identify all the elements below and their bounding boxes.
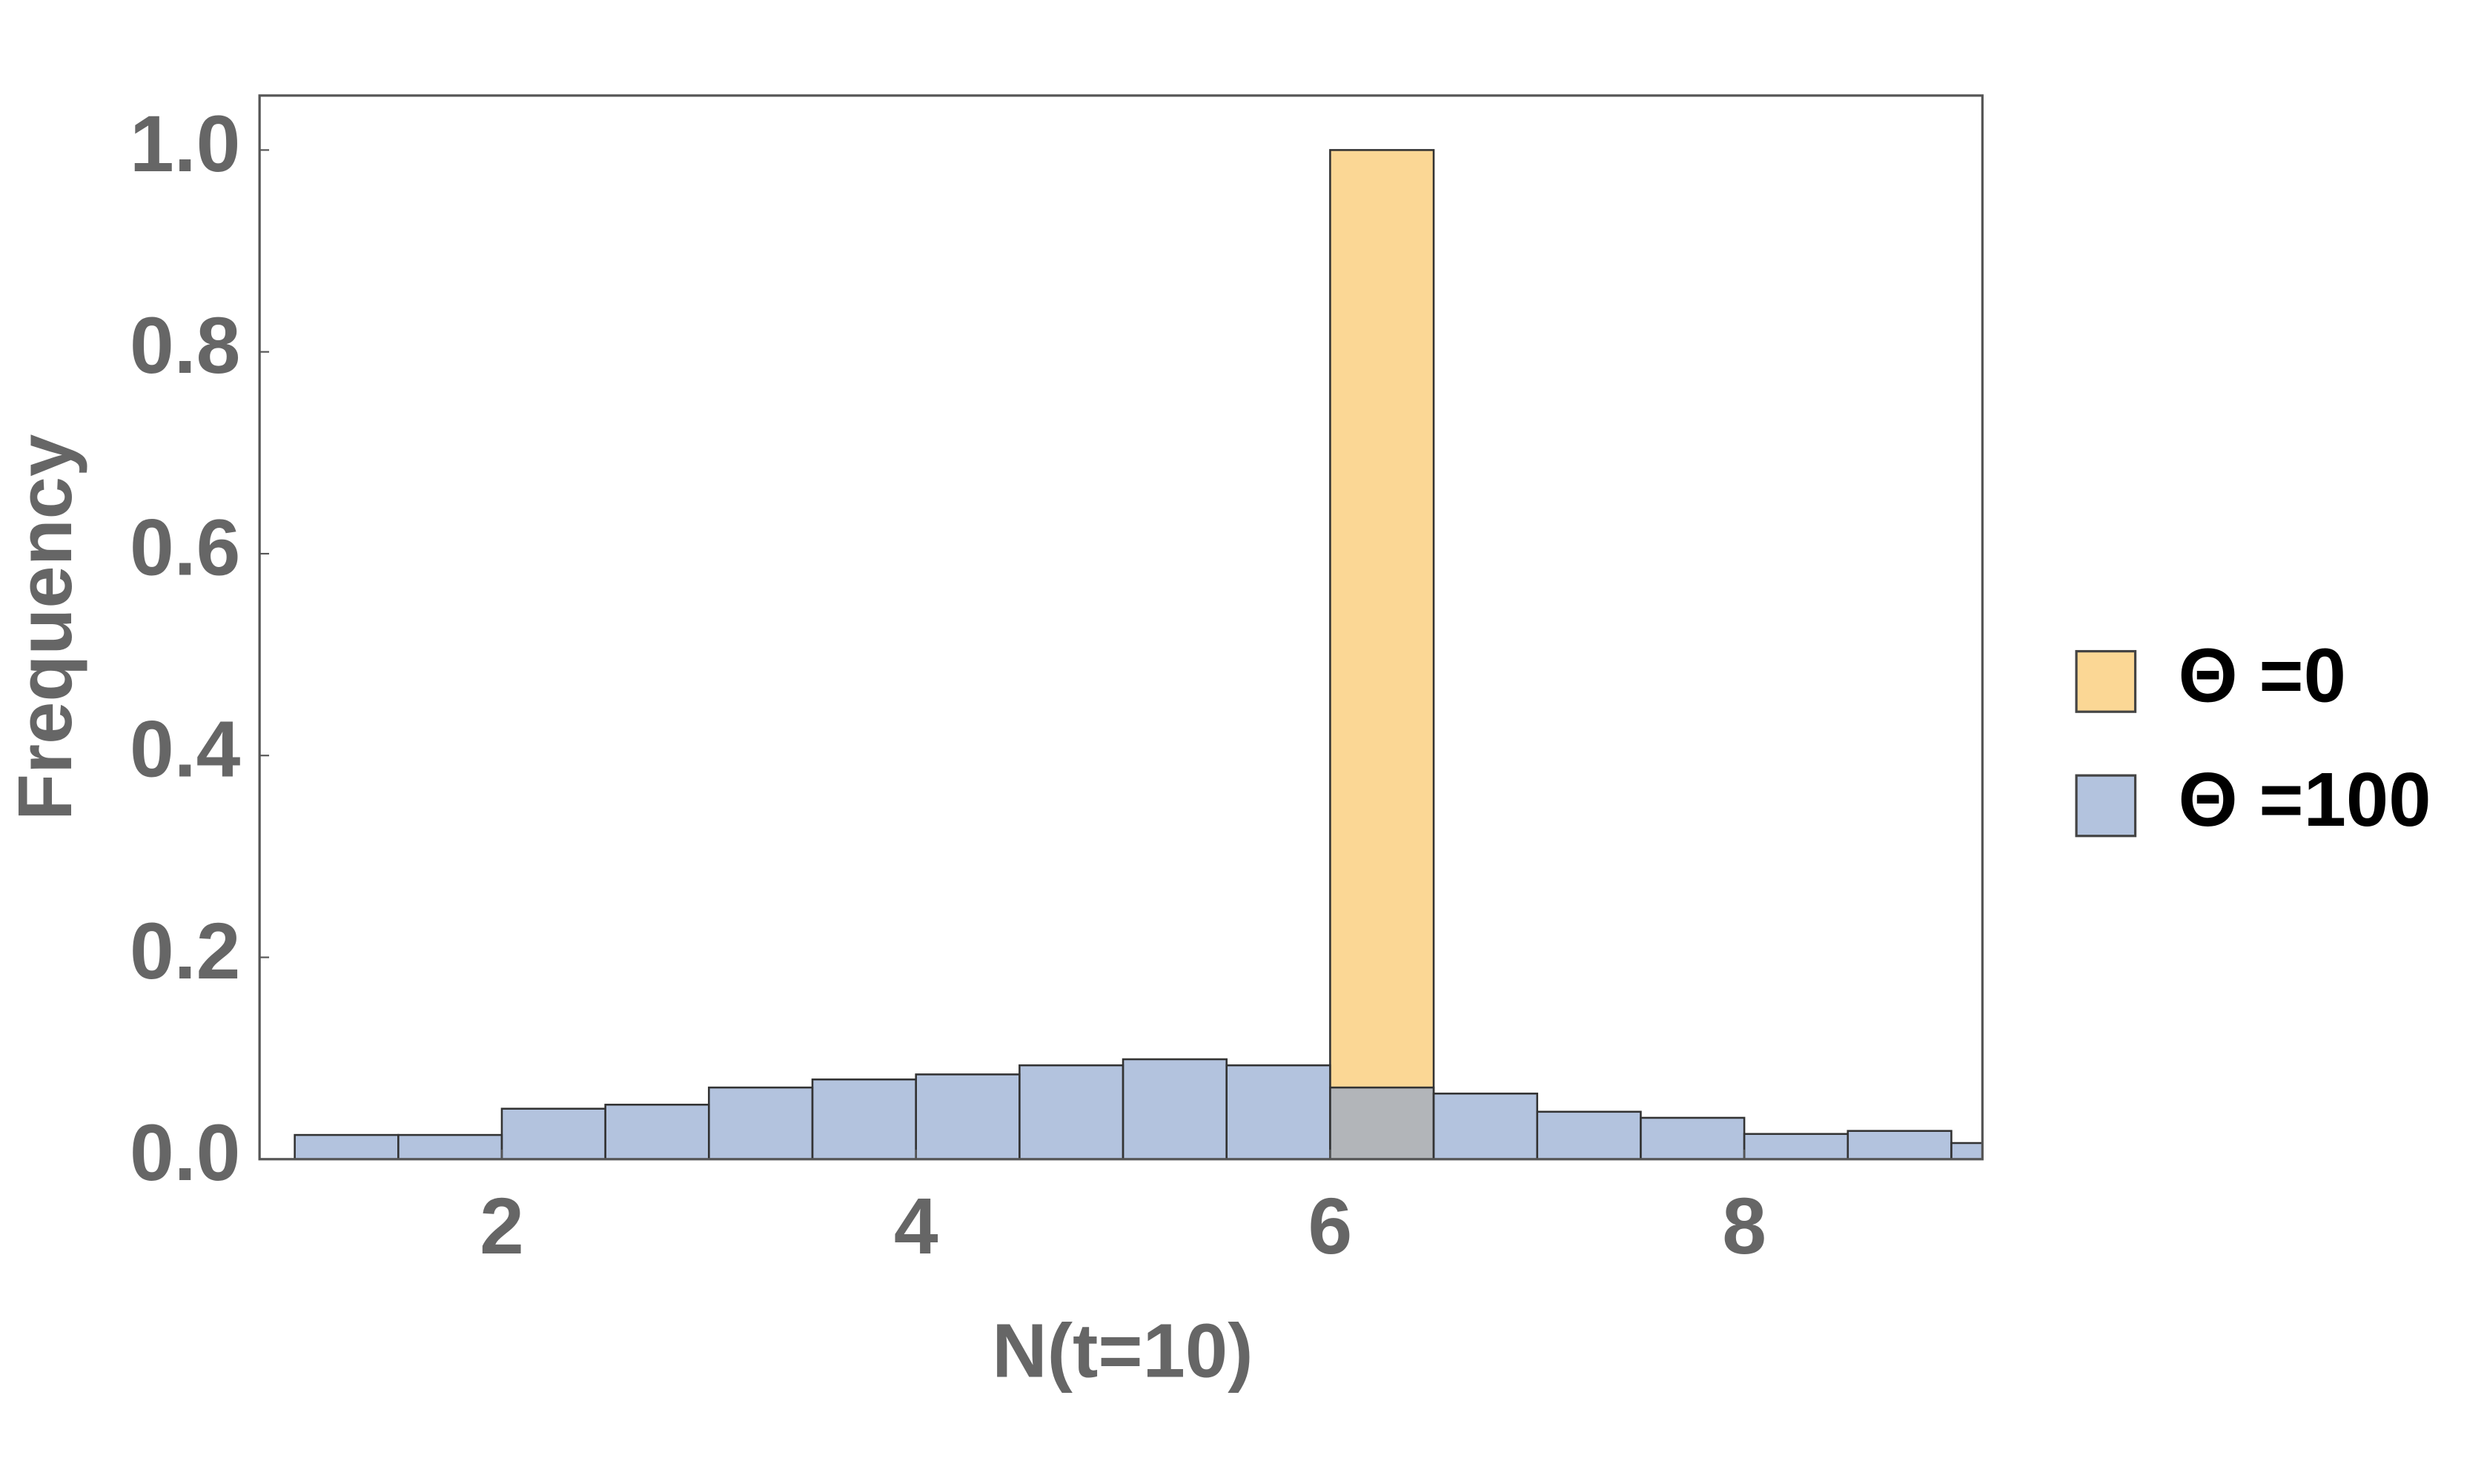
x-tick-label: 8 <box>1722 1182 1766 1271</box>
bar <box>1432 1093 1539 1159</box>
bar <box>811 1078 917 1159</box>
x-tick-label: 2 <box>480 1182 524 1271</box>
bar <box>397 1133 503 1159</box>
bar <box>1640 1116 1746 1159</box>
plot-area <box>294 149 1983 1159</box>
bar <box>1743 1133 1849 1159</box>
bar <box>604 1103 710 1159</box>
bar <box>1122 1058 1228 1159</box>
bar <box>1536 1110 1642 1159</box>
legend-label: Θ =100 <box>2179 757 2431 842</box>
y-axis-label: Frequency <box>2 434 87 821</box>
y-tick-label: 0.2 <box>130 907 240 996</box>
bar <box>708 1086 814 1159</box>
y-tick-label: 0.8 <box>130 301 240 390</box>
bar <box>500 1107 606 1159</box>
y-tick-label: 1.0 <box>130 99 240 188</box>
y-tick-label: 0.4 <box>130 705 241 794</box>
y-tick-label: 0.0 <box>130 1108 240 1197</box>
bar <box>1950 1142 1983 1159</box>
bar <box>1329 149 1435 1159</box>
legend-swatch <box>2075 649 2137 713</box>
x-tick-label: 6 <box>1308 1182 1353 1271</box>
bar <box>1847 1130 1953 1159</box>
bar <box>294 1133 400 1159</box>
legend-label: Θ =0 <box>2179 633 2346 718</box>
bar <box>1225 1064 1331 1159</box>
plot-frame <box>258 94 1984 1161</box>
y-tick-label: 0.6 <box>130 503 240 592</box>
bar <box>1019 1064 1125 1159</box>
bar <box>1329 1086 1435 1159</box>
bar <box>915 1073 1021 1159</box>
x-axis-label: N(t=10) <box>992 1308 1253 1393</box>
legend-swatch <box>2075 774 2137 838</box>
x-tick-label: 4 <box>894 1182 938 1271</box>
